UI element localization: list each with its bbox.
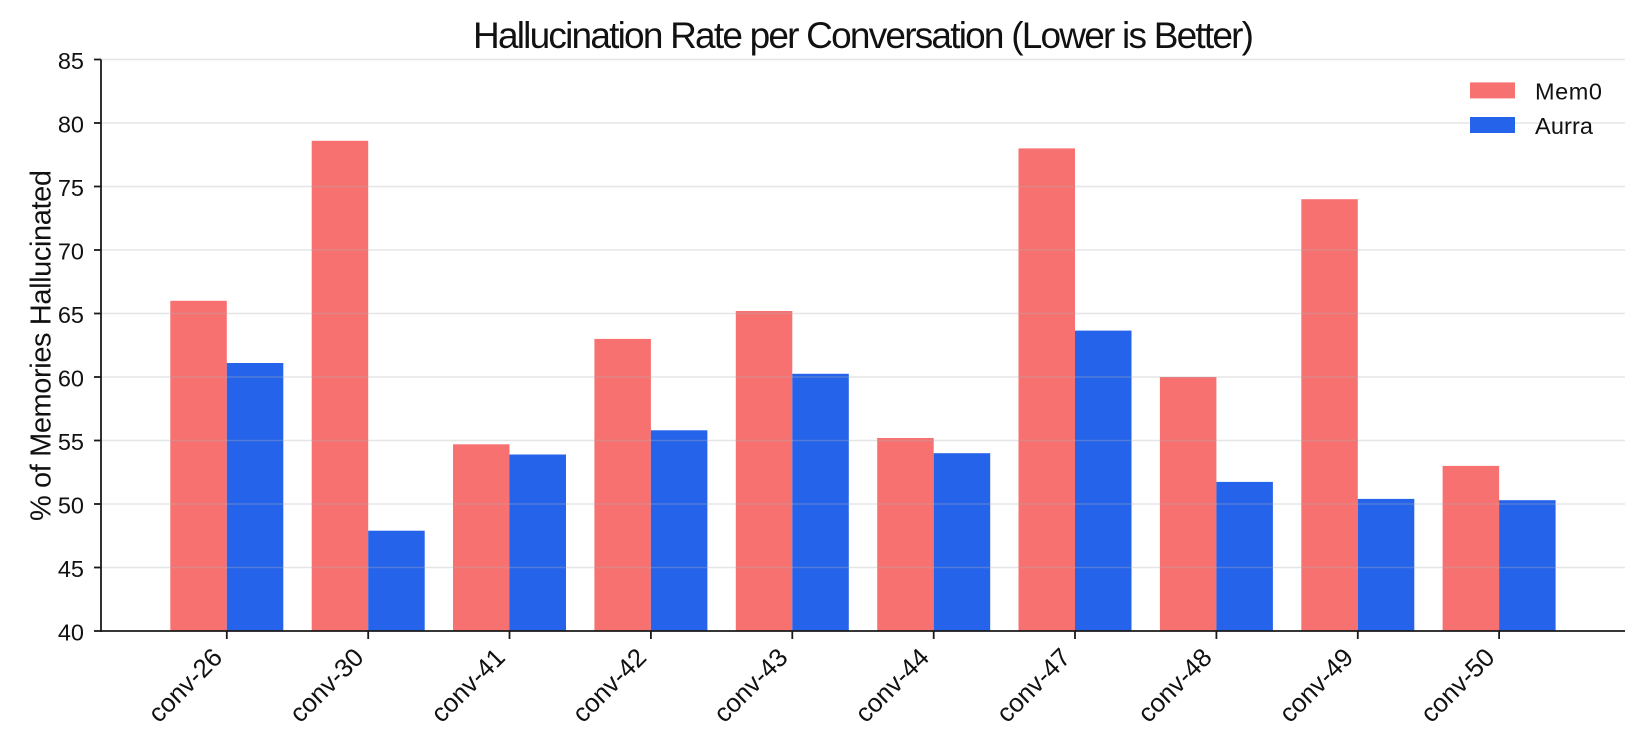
- svg-text:40: 40: [58, 619, 84, 645]
- svg-text:65: 65: [58, 302, 84, 328]
- svg-text:Aurra: Aurra: [1535, 113, 1594, 139]
- svg-text:% of Memories Hallucinated: % of Memories Hallucinated: [26, 170, 58, 521]
- svg-text:50: 50: [58, 492, 84, 518]
- svg-text:Mem0: Mem0: [1535, 79, 1602, 105]
- svg-text:80: 80: [58, 111, 84, 137]
- svg-text:85: 85: [58, 48, 84, 74]
- svg-text:60: 60: [58, 365, 84, 391]
- svg-text:55: 55: [58, 429, 84, 455]
- svg-text:45: 45: [58, 556, 84, 582]
- svg-text:70: 70: [58, 238, 84, 264]
- svg-text:75: 75: [58, 175, 84, 201]
- svg-text:Hallucination Rate per Convers: Hallucination Rate per Conversation (Low…: [473, 15, 1254, 56]
